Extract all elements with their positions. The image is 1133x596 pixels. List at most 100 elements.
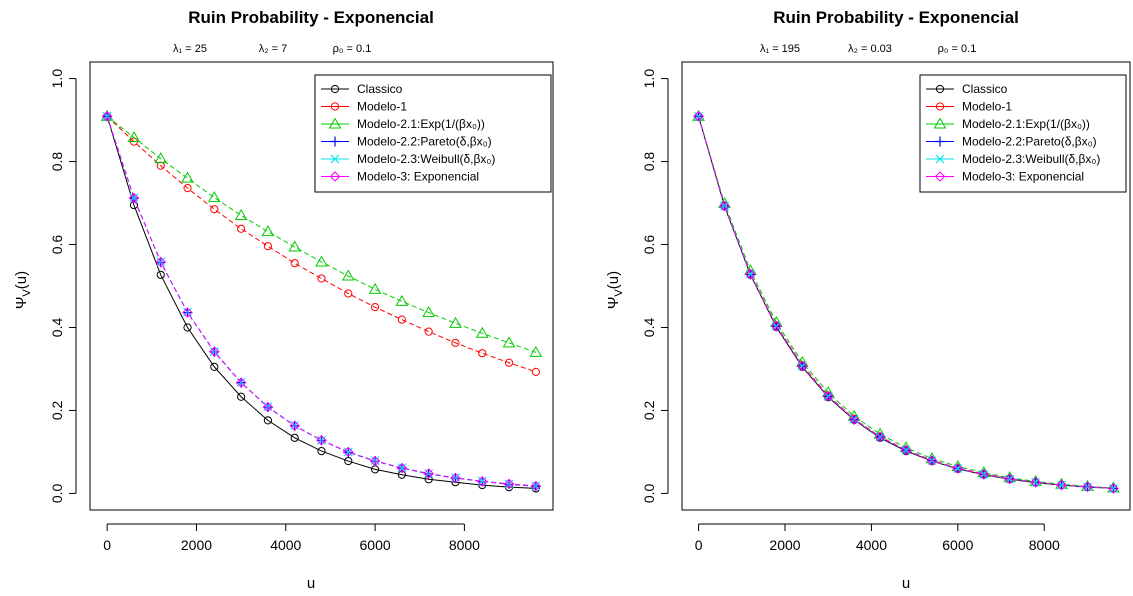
y-tick-label: 0.4: [49, 318, 65, 338]
legend-label: Modelo-2.1:Exp(1/(βx₀)): [962, 117, 1090, 131]
param-lambda2: λ₂ = 0.03: [848, 43, 892, 55]
data-point: [848, 414, 860, 425]
data-point: [370, 303, 380, 312]
chart-title: Ruin Probability - Exponencial: [773, 8, 1019, 27]
y-tick-label: 0.6: [641, 235, 657, 255]
chart-title: Ruin Probability - Exponencial: [188, 8, 434, 27]
legend-marker: [330, 136, 340, 147]
data-point: [422, 306, 436, 318]
legend-marker: [935, 136, 945, 147]
legend-box: [919, 74, 1127, 193]
legend-marker: [330, 154, 340, 164]
plot-frame: [89, 61, 554, 511]
y-tick-label: 0.0: [49, 483, 65, 503]
data-point: [531, 481, 541, 491]
data-point: [745, 269, 756, 280]
data-point: [423, 468, 434, 479]
data-point: [926, 455, 938, 466]
data-point: [771, 321, 782, 332]
data-point: [235, 377, 247, 388]
legend-label: Modelo-1: [357, 100, 407, 114]
data-point: [127, 130, 141, 142]
y-tick-label: 0.4: [641, 318, 657, 338]
param-rho0: ρ₀ = 0.1: [938, 43, 977, 55]
data-point: [182, 307, 193, 318]
data-point: [234, 208, 248, 220]
legend-marker: [935, 102, 945, 111]
data-point: [1082, 481, 1093, 492]
data-point: [128, 192, 140, 204]
x-tick-label: 0: [695, 537, 703, 553]
data-point: [451, 338, 460, 347]
legend: Classico Modelo-1 Modelo-2.1:Exp(1/(βx₀)) M…: [314, 74, 552, 193]
legend-label: Classico: [962, 82, 1008, 96]
x-tick-label: 2000: [769, 537, 800, 553]
data-point: [154, 152, 168, 164]
series-line: [106, 115, 537, 373]
data-point: [530, 480, 542, 492]
y-tick-label: 0.6: [49, 235, 65, 255]
data-point: [503, 478, 515, 490]
y-axis-label: ΨV(u): [605, 271, 625, 309]
data-point: [450, 472, 461, 484]
data-point: [397, 315, 406, 324]
data-point: [181, 171, 194, 183]
y-tick-label: 0.0: [641, 483, 657, 503]
data-point: [317, 274, 326, 283]
param-rho0: ρ₀ = 0.1: [333, 43, 372, 55]
data-point: [1030, 477, 1041, 488]
data-point: [475, 326, 489, 338]
data-point: [316, 435, 327, 446]
legend-marker: [330, 102, 340, 111]
y-tick-label: 0.8: [49, 152, 65, 172]
data-point: [720, 201, 729, 211]
data-point: [156, 270, 165, 279]
data-point: [237, 224, 246, 233]
legend-label: Modelo-1: [962, 100, 1012, 114]
legend-label: Modelo-2.2:Pareto(δ,βx₀): [357, 135, 492, 149]
data-point: [478, 349, 487, 358]
data-point: [210, 205, 219, 214]
x-tick-label: 4000: [270, 537, 301, 553]
data-point: [341, 269, 355, 281]
data-point: [1056, 479, 1067, 491]
data-point: [209, 346, 220, 357]
series-line: [106, 116, 536, 489]
data-point: [531, 367, 540, 376]
data-point: [263, 242, 273, 251]
data-point: [315, 255, 328, 267]
legend-marker: [933, 117, 947, 129]
legend-marker: [330, 84, 340, 94]
x-axis-label: u: [307, 575, 315, 592]
data-point: [395, 294, 409, 306]
data-point: [290, 433, 299, 442]
legend-label: Modelo-2.2:Pareto(δ,βx₀): [962, 135, 1097, 149]
data-point: [183, 323, 192, 332]
legend-label: Modelo-3: Exponencial: [357, 170, 479, 184]
series-line: [106, 115, 537, 353]
x-tick-label: 4000: [856, 537, 887, 553]
data-point: [477, 476, 488, 487]
data-point: [368, 282, 382, 294]
series-6: [101, 111, 542, 492]
series-3: [100, 109, 543, 357]
data-point: [183, 184, 192, 193]
legend-marker: [329, 171, 341, 182]
data-point: [156, 161, 165, 170]
x-tick-label: 0: [103, 537, 111, 553]
data-point: [262, 401, 274, 413]
x-tick-label: 8000: [1029, 537, 1060, 553]
legend-box: [314, 74, 552, 193]
legend-label: Modelo-3: Exponencial: [962, 170, 1084, 184]
legend-marker: [328, 117, 342, 129]
param-lambda1: λ₁ = 195: [760, 43, 800, 55]
data-point: [502, 336, 516, 348]
data-point: [1031, 477, 1041, 487]
data-point: [1057, 480, 1066, 490]
data-point: [953, 464, 963, 473]
legend-label: Classico: [357, 82, 403, 96]
data-point: [317, 446, 326, 456]
data-point: [207, 191, 221, 203]
series-6: [693, 111, 1119, 494]
